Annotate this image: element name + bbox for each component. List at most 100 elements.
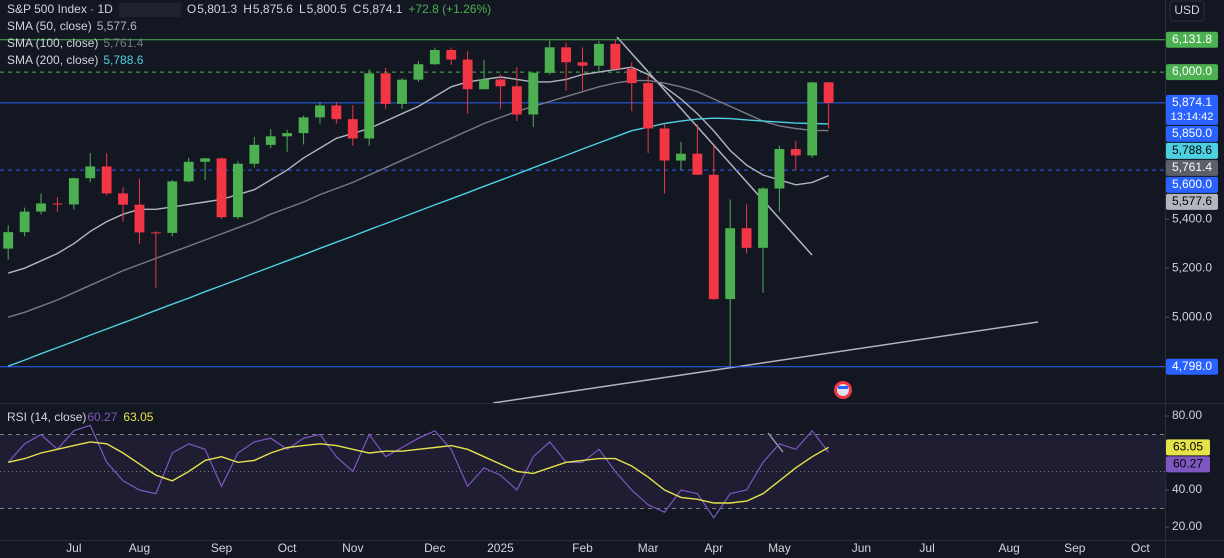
price-label: 6,000.0 (1172, 64, 1212, 78)
price-label-box (1166, 125, 1218, 142)
candle-body (708, 174, 719, 300)
trendline (616, 36, 813, 256)
candle-body (528, 72, 539, 115)
x-tick-label: Sep (211, 541, 233, 555)
trendline (492, 321, 1039, 403)
currency-box[interactable] (1169, 0, 1205, 22)
candle-body (593, 43, 604, 66)
candle-body (725, 228, 736, 300)
rsi-line (7, 424, 830, 519)
price-label-box (1166, 64, 1218, 81)
rsi-legend-value: 60.27 (87, 410, 117, 424)
candle-body (807, 82, 818, 156)
trendline (767, 432, 784, 453)
x-tick-label: Jun (852, 541, 871, 555)
candle-body (479, 79, 489, 90)
rsi-legend-name: RSI (14, close) (7, 410, 86, 424)
candle-body (364, 73, 375, 139)
candle-body (413, 64, 424, 80)
candle-body (790, 149, 801, 156)
candle-body (462, 59, 473, 90)
rsi-legend-ma-value: 63.05 (123, 410, 153, 424)
price-label: 5,850.0 (1172, 126, 1212, 140)
legend-name: SMA (100, close) (7, 36, 98, 50)
legend-name: SMA (200, close) (7, 53, 98, 67)
rsi-tick-label: 20.00 (1172, 519, 1202, 533)
rsi-tick-label: 40.00 (1172, 482, 1202, 496)
price-pane (0, 36, 1165, 403)
candle-body (823, 82, 834, 103)
x-tick-label: Jul (66, 541, 81, 555)
candle-body (36, 203, 46, 212)
candle-body (167, 181, 178, 233)
price-label-box (1166, 358, 1218, 375)
price-label: 5,874.1 (1172, 95, 1212, 109)
candle-body (643, 83, 654, 129)
x-tick-label: Aug (129, 541, 150, 555)
event-flag (834, 381, 852, 399)
y-tick-label: 5,000.0 (1172, 309, 1212, 323)
candle-body (282, 133, 293, 137)
legend-value: 5,788.6 (103, 53, 143, 67)
y-tick-label: 5,200.0 (1172, 260, 1212, 274)
change: +72.8 (+1.26%) (408, 2, 491, 16)
ohlc-value: 5,800.5 (307, 2, 347, 16)
ohlc-key: O (187, 2, 196, 16)
price-label-box (1166, 94, 1218, 125)
candle-body (249, 144, 260, 164)
candle-body (774, 149, 785, 189)
sma-line (7, 79, 829, 318)
candle-body (52, 203, 63, 205)
candle-body (19, 211, 30, 233)
price-label-box (1166, 159, 1218, 176)
rsi-band (0, 434, 1165, 509)
candle-body (331, 105, 342, 120)
x-tick-label: Oct (1131, 541, 1150, 555)
header: S&P 500 Index · 1D O 5,801.3 H 5,875.6 L 5,800… (7, 2, 491, 424)
rsi-ma-line (8, 441, 829, 504)
candle-body (380, 73, 391, 104)
legend-value: 5,761.4 (103, 36, 143, 50)
candle-body (216, 158, 227, 218)
candle-body (741, 228, 752, 248)
x-tick-label: Aug (998, 541, 1019, 555)
candle-body (544, 47, 555, 73)
price-label: 5,600.0 (1172, 177, 1212, 191)
x-tick-label: Feb (572, 541, 593, 555)
y-tick-label: 5,400.0 (1172, 211, 1212, 225)
candle-body (626, 68, 637, 84)
candle-body (315, 105, 325, 118)
candle-body (659, 128, 670, 161)
candle-body (692, 153, 703, 175)
sma-line (7, 66, 829, 274)
candle-body (561, 47, 572, 63)
ohlc-value: 5,801.3 (197, 2, 237, 16)
candle-body (101, 166, 112, 194)
price-label: 5,788.6 (1172, 143, 1212, 157)
x-tick-label: Sep (1064, 541, 1086, 555)
candle-body (347, 119, 358, 139)
x-tick-label: Mar (638, 541, 659, 555)
countdown: 13:14:42 (1171, 111, 1214, 123)
ohlc-value: 5,875.6 (253, 2, 293, 16)
x-tick-label: Dec (424, 541, 445, 555)
x-tick-label: Oct (278, 541, 297, 555)
candle-body (134, 204, 145, 233)
x-tick-label: Nov (342, 541, 363, 555)
candle-body (495, 79, 506, 87)
candle-body (118, 193, 128, 205)
candle-body (676, 153, 686, 161)
title: S&P 500 Index · 1D (7, 2, 113, 16)
candle-body (758, 188, 768, 248)
price-label-box (1166, 193, 1218, 210)
price-label: 4,798.0 (1172, 359, 1212, 373)
candle-body (183, 161, 194, 182)
candle-body (610, 43, 621, 69)
rsi-label: 60.27 (1173, 457, 1203, 471)
candle-body (3, 232, 14, 249)
candle-body (511, 86, 522, 115)
rsi-tick-label: 80.00 (1172, 408, 1202, 422)
candle-body (577, 62, 588, 66)
